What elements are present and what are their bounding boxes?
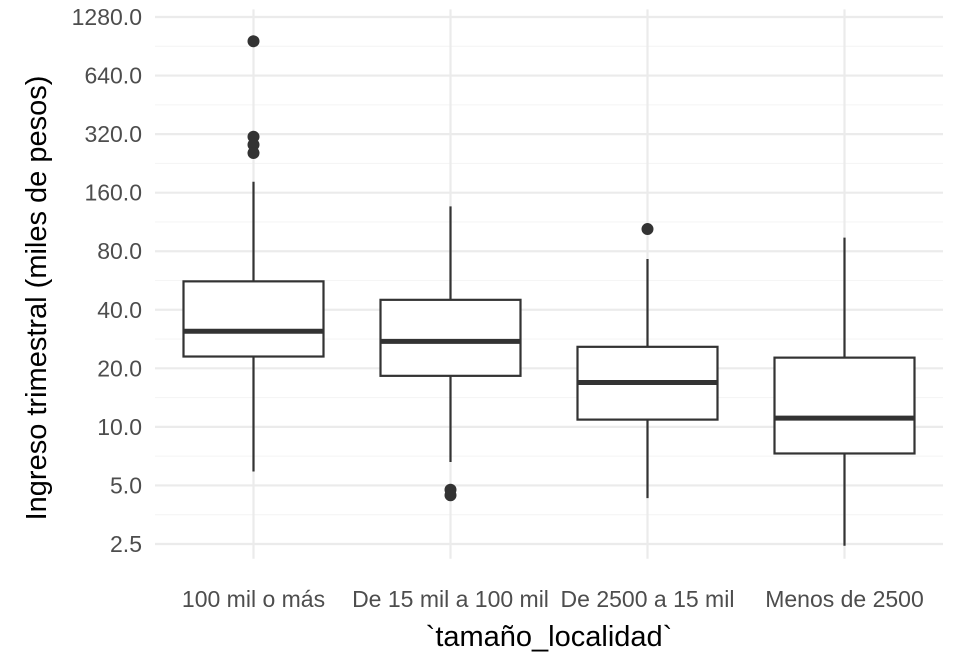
x-tick-label: 100 mil o más bbox=[182, 586, 325, 612]
x-axis-ticks: 100 mil o más De 15 mil a 100 mil De 2500 … bbox=[182, 586, 924, 612]
boxes bbox=[182, 35, 916, 546]
outlier-point bbox=[247, 146, 260, 159]
y-tick-label: 320.0 bbox=[84, 121, 142, 147]
y-tick-label: 2.5 bbox=[110, 531, 142, 557]
y-tick-label: 40.0 bbox=[97, 297, 142, 323]
box-iqr bbox=[379, 298, 522, 377]
box-group bbox=[773, 237, 916, 546]
y-tick-label: 5.0 bbox=[110, 472, 142, 498]
box-group bbox=[576, 223, 719, 499]
y-tick-label: 1280.0 bbox=[72, 4, 142, 30]
box-group bbox=[379, 206, 522, 502]
y-tick-label: 20.0 bbox=[97, 355, 142, 381]
y-axis-title: Ingreso trimestral (miles de pesos) bbox=[21, 76, 53, 521]
outlier-point bbox=[444, 489, 457, 502]
box-iqr bbox=[182, 280, 325, 358]
outlier-point bbox=[247, 35, 260, 48]
box-iqr bbox=[773, 356, 916, 455]
x-tick-label: De 2500 a 15 mil bbox=[561, 586, 735, 612]
y-tick-label: 80.0 bbox=[97, 238, 142, 264]
x-tick-label: Menos de 2500 bbox=[765, 586, 924, 612]
y-axis-ticks: 2.5 5.0 10.0 20.0 40.0 80.0 160.0 320.0 640.0 128… bbox=[72, 4, 142, 557]
y-tick-label: 10.0 bbox=[97, 414, 142, 440]
outlier-point bbox=[641, 223, 654, 236]
box-group bbox=[182, 35, 325, 472]
y-tick-label: 160.0 bbox=[84, 180, 142, 206]
y-tick-label: 640.0 bbox=[84, 63, 142, 89]
x-tick-label: De 15 mil a 100 mil bbox=[352, 586, 549, 612]
x-axis-title: `tamaño_localidad` bbox=[426, 621, 673, 653]
